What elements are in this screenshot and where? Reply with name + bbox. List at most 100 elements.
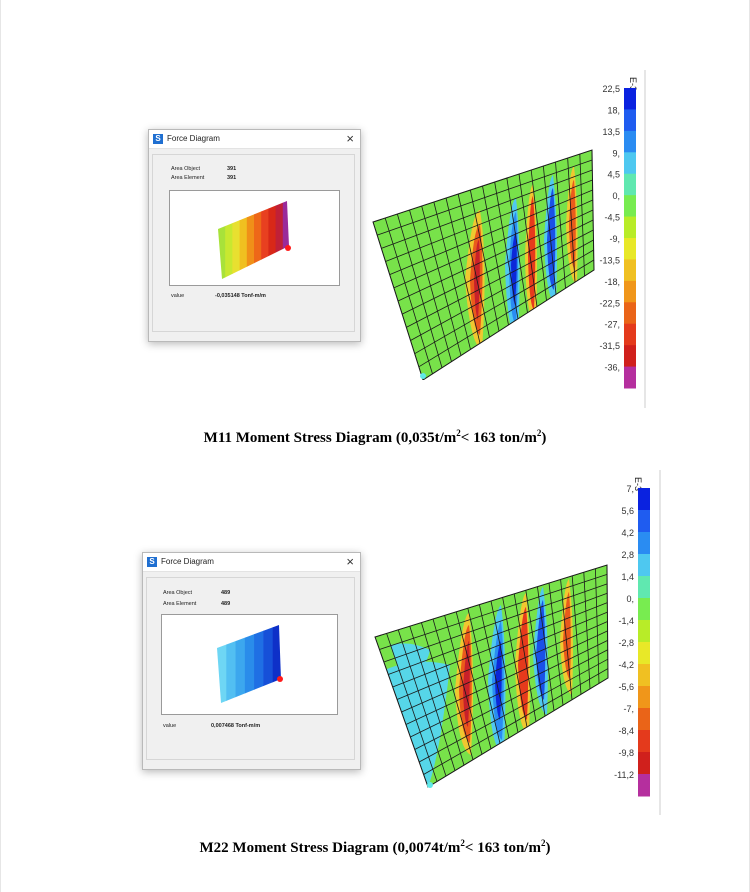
legend-swatch	[624, 366, 636, 389]
legend-label: -27,	[604, 320, 620, 330]
contour-band	[254, 625, 264, 703]
close-icon[interactable]: ×	[346, 554, 354, 569]
legend-swatch	[624, 280, 636, 303]
legend-label: 4,5	[607, 170, 620, 180]
legend-label: -18,	[604, 277, 620, 287]
legend-label: -4,5	[604, 213, 620, 223]
element-preview-graphic	[218, 201, 291, 279]
contour-band	[217, 625, 227, 703]
legend-swatch	[638, 730, 650, 753]
caption-text: M11 Moment Stress Diagram (0,035t/m	[203, 430, 457, 446]
legend-swatch	[638, 752, 650, 775]
wall-contour-plot	[372, 149, 595, 380]
legend-swatch	[624, 152, 636, 175]
contour-band	[235, 625, 246, 703]
contour-band	[275, 201, 284, 279]
legend-exponent: E-3	[633, 477, 643, 491]
node-marker	[277, 676, 283, 682]
element-preview	[169, 190, 340, 286]
legend-swatch	[638, 554, 650, 577]
caption-text-end: )	[545, 840, 551, 856]
area-object-value: 391	[227, 166, 237, 172]
value-readout: -0,035148 Tonf-m/m	[215, 293, 266, 299]
legend-swatch	[624, 238, 636, 260]
dialog-groupbox	[146, 577, 355, 760]
legend-swatch	[624, 323, 636, 346]
legend-label: -8,4	[618, 726, 634, 736]
value-readout: 0,007468 Tonf-m/m	[211, 723, 261, 729]
contour-band	[225, 201, 233, 279]
legend-label: -1,4	[618, 616, 634, 626]
dialog-titlebar[interactable]: S Force Diagram ×	[149, 130, 360, 149]
legend-exponent: E-3	[628, 77, 638, 91]
close-icon[interactable]: ×	[346, 131, 354, 146]
legend-label: -31,5	[599, 341, 620, 351]
legend-swatch	[638, 510, 650, 533]
contour-band	[218, 201, 226, 279]
figure-caption: M22 Moment Stress Diagram (0,0074t/m 2< 1…	[0, 838, 750, 857]
legend-label: 13,5	[602, 127, 620, 137]
force-diagram-dialog[interactable]: S Force Diagram × Area Object 391 Area E…	[148, 129, 361, 342]
legend-label: 22,5	[602, 84, 620, 94]
legend-swatch	[624, 195, 636, 218]
caption-superscript: 2	[540, 838, 546, 848]
value-label: value	[171, 293, 185, 299]
legend-swatch	[624, 88, 636, 110]
legend-swatch	[624, 345, 636, 368]
legend-label: -11,2	[614, 770, 634, 780]
caption-superscript: 2	[456, 428, 461, 438]
contour-band	[239, 201, 248, 279]
legend-label: 0,	[626, 594, 634, 604]
legend-swatch	[638, 774, 650, 797]
area-object-value: 489	[221, 590, 231, 596]
caption-text: M22 Moment Stress Diagram (0,0074t/m	[199, 840, 461, 856]
legend-label: -13,5	[599, 255, 620, 265]
legend-label: -9,8	[618, 748, 634, 758]
contour-band	[263, 625, 274, 703]
caption-text-mid: < 163 ton/m	[464, 840, 541, 856]
legend-swatch	[624, 130, 636, 153]
legend-label: 1,4	[621, 572, 634, 582]
color-legend: E-3 7, 5,6 4,2 2,8 1,4 0, -1,4 -2,8 -4,2 -5,6 -7, -…	[614, 470, 661, 815]
contour-band	[244, 625, 255, 703]
contour-band	[272, 625, 281, 703]
force-diagram-dialog[interactable]: S Force Diagram × Area Object 489 Area E…	[142, 552, 361, 770]
caption-superscript: 2	[536, 428, 542, 438]
contour-band	[261, 201, 269, 279]
dialog-groupbox	[152, 154, 355, 332]
dialog-title: Force Diagram	[161, 557, 214, 566]
legend-label: 4,2	[621, 528, 634, 538]
legend-swatch	[638, 532, 650, 555]
area-element-value: 489	[221, 601, 231, 607]
node-marker	[285, 245, 291, 251]
area-element-label: Area Element	[163, 601, 197, 607]
area-object-label: Area Object	[163, 590, 193, 596]
area-element-value: 391	[227, 175, 237, 181]
element-preview	[161, 614, 338, 715]
legend-swatch	[624, 109, 636, 132]
legend-label: -5,6	[618, 682, 634, 692]
legend-label: -2,8	[618, 638, 634, 648]
app-icon: S	[147, 557, 157, 567]
contour-band	[232, 201, 241, 279]
legend-label: 2,8	[621, 550, 634, 560]
legend-swatch	[638, 488, 650, 511]
legend-label: -7,	[623, 704, 634, 714]
contour-band	[226, 625, 237, 703]
legend-label: 7,	[626, 484, 634, 494]
legend-swatch	[638, 664, 650, 687]
dialog-titlebar[interactable]: S Force Diagram ×	[143, 553, 360, 572]
legend-swatch	[624, 302, 636, 325]
legend-label: -9,	[609, 234, 620, 244]
legend-swatch	[624, 216, 636, 239]
element-preview-graphic	[217, 625, 283, 703]
app-icon: S	[153, 134, 163, 144]
value-label: value	[163, 723, 177, 729]
legend-swatch	[638, 598, 650, 621]
caption-text-mid: < 163 ton/m	[460, 430, 537, 446]
legend-swatch	[624, 173, 636, 196]
legend-label: -22,5	[599, 298, 620, 308]
contour-band	[246, 201, 255, 279]
contour-band	[268, 201, 277, 279]
